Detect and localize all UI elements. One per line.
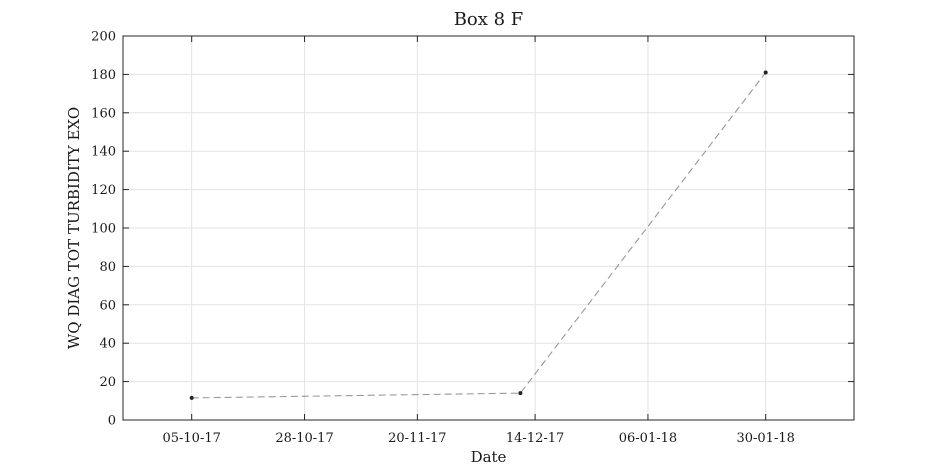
x-tick-label: 05-10-17 xyxy=(162,431,220,446)
y-tick-label: 40 xyxy=(99,337,116,352)
chart-title: Box 8 F xyxy=(454,9,524,30)
y-tick-label: 140 xyxy=(91,145,116,160)
x-tick-label: 30-01-18 xyxy=(736,431,794,446)
y-tick-label: 0 xyxy=(108,414,116,429)
x-tick-label: 20-11-17 xyxy=(388,431,446,446)
axis-ticks: 0 20 40 60 80 100 120 140 160 180 200 05-10-17 28-10… xyxy=(91,30,854,446)
series-line xyxy=(191,72,767,399)
x-tick-label: 14-12-17 xyxy=(506,431,564,446)
x-tick-label: 28-10-17 xyxy=(275,431,333,446)
y-tick-label: 200 xyxy=(91,30,116,45)
y-tick-label: 80 xyxy=(99,260,116,275)
data-point xyxy=(518,391,523,396)
y-axis-title: WQ DIAG TOT TURBIDITY EXO xyxy=(65,107,83,349)
data-point xyxy=(189,395,194,400)
y-tick-label: 60 xyxy=(99,298,116,313)
data-point xyxy=(763,70,768,75)
grid-lines xyxy=(123,35,854,421)
y-tick-label: 20 xyxy=(99,375,116,390)
y-tick-label: 100 xyxy=(91,222,116,237)
x-axis-title: Date xyxy=(471,448,507,466)
data-series xyxy=(189,70,768,400)
x-tick-label: 06-01-18 xyxy=(619,431,677,446)
y-tick-label: 180 xyxy=(91,68,116,83)
y-tick-label: 120 xyxy=(91,183,116,198)
y-tick-label: 160 xyxy=(91,106,116,121)
